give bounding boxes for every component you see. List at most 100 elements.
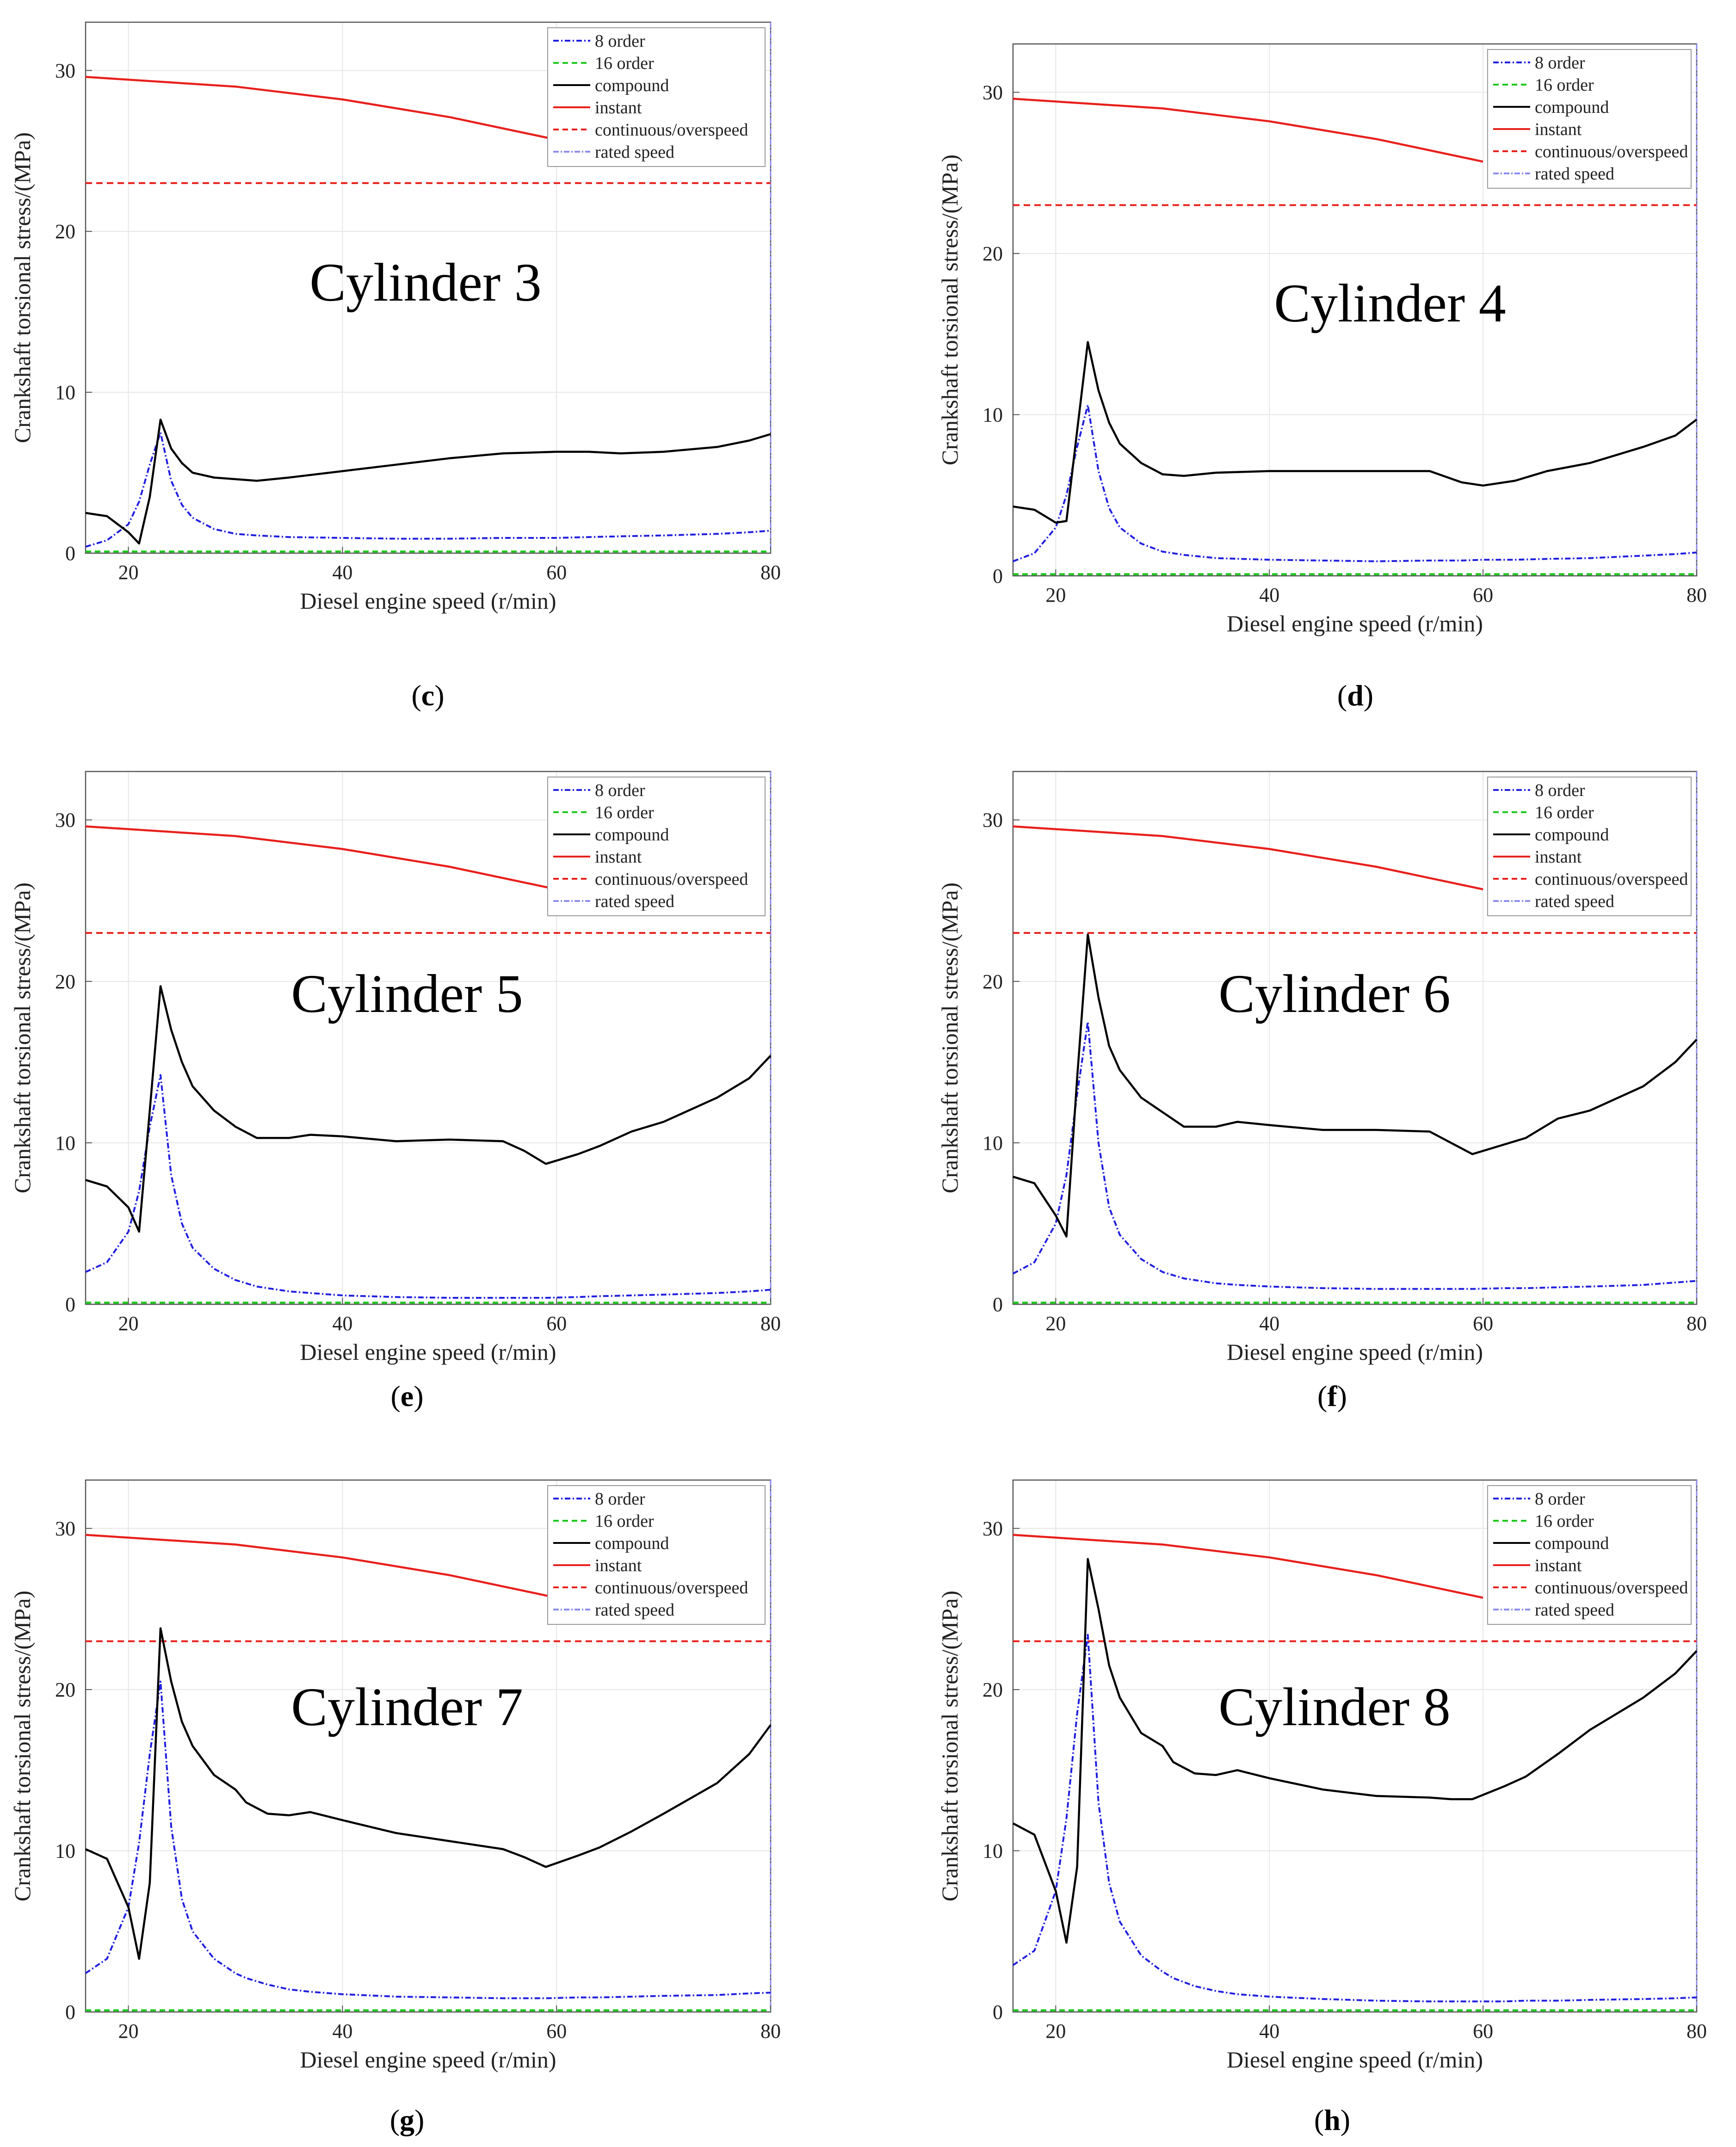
x-tick-label: 80 xyxy=(760,561,781,584)
legend-entry: compound xyxy=(1535,825,1609,845)
y-tick-label: 30 xyxy=(982,1518,1003,1540)
legend-entry: rated speed xyxy=(595,892,674,911)
legend-entry: 8 order xyxy=(1535,53,1585,73)
legend-entry: 16 order xyxy=(1535,1512,1594,1531)
x-tick-label: 60 xyxy=(1473,1312,1493,1335)
x-axis-label: Diesel engine speed (r/min) xyxy=(1227,2047,1483,2073)
y-tick-label: 20 xyxy=(55,1678,75,1701)
legend-box xyxy=(547,1485,766,1625)
x-tick-label: 60 xyxy=(546,2020,567,2042)
legend-entry: instant xyxy=(595,98,642,117)
legend-entry: rated speed xyxy=(1535,164,1614,184)
panel-label: (g) xyxy=(390,2104,425,2136)
chart-title: Cylinder 6 xyxy=(1218,963,1450,1024)
legend-box xyxy=(1487,49,1692,189)
x-tick-label: 60 xyxy=(546,561,567,584)
y-tick-label: 0 xyxy=(65,2001,75,2024)
legend-entry: 8 order xyxy=(1535,1489,1585,1509)
x-tick-label: 80 xyxy=(760,1312,781,1335)
legend: 8 order 16 order compound instant continuous… xyxy=(1487,1485,1692,1625)
x-tick-label: 60 xyxy=(1473,2020,1493,2042)
y-axis-label: Crankshaft torsional stress/(MPa) xyxy=(9,1591,35,1901)
y-tick-label: 30 xyxy=(982,81,1003,104)
y-tick-label: 0 xyxy=(65,1293,75,1316)
plot-frame xyxy=(85,21,772,554)
legend-entry: continuous/overspeed xyxy=(1535,142,1688,161)
x-tick-label: 40 xyxy=(332,561,352,584)
legend-entry: 8 order xyxy=(595,781,645,800)
series-instant xyxy=(1013,825,1483,891)
x-axis-label: Diesel engine speed (r/min) xyxy=(1227,1339,1483,1365)
series-instant xyxy=(85,76,557,141)
legend-entry: rated speed xyxy=(595,1600,674,1620)
legend-entry: instant xyxy=(595,847,642,867)
legend-entry: 8 order xyxy=(595,31,645,51)
x-tick-label: 60 xyxy=(1473,584,1493,606)
series-instant xyxy=(1013,98,1483,163)
y-tick-label: 10 xyxy=(982,1840,1003,1863)
legend-box xyxy=(1487,777,1692,916)
y-tick-label: 20 xyxy=(982,970,1003,993)
series-compound xyxy=(1012,1558,1698,1944)
chart-panel-3: 20 40 60 80 0 10 20 30 Diesel engine speed (r/mi… xyxy=(937,771,1707,1413)
chart-panel-2: 20 40 60 80 0 10 20 30 Diesel engine speed (r/mi… xyxy=(9,771,781,1413)
legend-entry: instant xyxy=(1535,1556,1582,1575)
legend-entry: continuous/overspeed xyxy=(595,870,748,889)
legend-entry: rated speed xyxy=(595,142,674,162)
y-tick-label: 30 xyxy=(982,809,1003,832)
series-compound xyxy=(85,985,772,1233)
panel-label: (h) xyxy=(1314,2104,1350,2136)
y-tick-label: 10 xyxy=(55,1132,75,1154)
x-tick-label: 20 xyxy=(1045,584,1066,606)
legend-entry: instant xyxy=(1535,120,1582,139)
legend-entry: continuous/overspeed xyxy=(595,1578,748,1598)
chart-title: Cylinder 4 xyxy=(1274,273,1506,333)
legend-entry: compound xyxy=(595,76,669,95)
legend-entry: 8 order xyxy=(595,1489,645,1509)
legend-entry: compound xyxy=(1535,98,1609,117)
legend-box xyxy=(547,27,766,167)
legend-entry: 16 order xyxy=(595,1512,654,1531)
legend-entry: 8 order xyxy=(1535,781,1585,800)
series-8-order xyxy=(1012,1634,1697,2003)
x-tick-label: 20 xyxy=(118,561,139,584)
y-tick-label: 20 xyxy=(55,970,75,993)
series-8-order xyxy=(85,1074,771,1299)
panel-label: (e) xyxy=(390,1380,423,1413)
y-tick-label: 30 xyxy=(55,59,75,82)
y-axis-label: Crankshaft torsional stress/(MPa) xyxy=(9,132,35,443)
series-8-order xyxy=(85,432,771,548)
legend-entry: continuous/overspeed xyxy=(1535,1578,1688,1598)
y-axis-label: Crankshaft torsional stress/(MPa) xyxy=(9,882,35,1193)
legend-entry: compound xyxy=(1535,1534,1609,1553)
legend-entry: 16 order xyxy=(595,803,654,822)
x-tick-label: 40 xyxy=(1259,1312,1279,1335)
y-tick-label: 0 xyxy=(993,565,1003,587)
legend-entry: instant xyxy=(1535,847,1582,867)
y-tick-label: 20 xyxy=(982,1678,1003,1701)
series-compound xyxy=(1013,341,1698,524)
legend-entry: 16 order xyxy=(1535,75,1594,95)
series-compound xyxy=(85,1627,772,1960)
legend-entry: compound xyxy=(595,825,669,845)
panel-label: (f) xyxy=(1317,1380,1347,1413)
x-tick-label: 80 xyxy=(1687,584,1707,606)
series-instant xyxy=(85,1534,557,1599)
y-tick-label: 20 xyxy=(55,220,75,243)
x-tick-label: 60 xyxy=(546,1312,567,1335)
x-tick-label: 40 xyxy=(1259,584,1279,606)
legend-box xyxy=(1487,1485,1692,1625)
legend-entry: 16 order xyxy=(595,54,654,73)
legend-entry: 16 order xyxy=(1535,803,1594,822)
y-tick-label: 10 xyxy=(55,1840,75,1863)
x-axis-label: Diesel engine speed (r/min) xyxy=(1227,611,1483,636)
legend-box xyxy=(547,777,766,916)
legend-entry: compound xyxy=(595,1534,669,1553)
x-tick-label: 80 xyxy=(760,2020,781,2042)
series-instant xyxy=(1013,1534,1483,1599)
x-axis-label: Diesel engine speed (r/min) xyxy=(300,1339,556,1365)
